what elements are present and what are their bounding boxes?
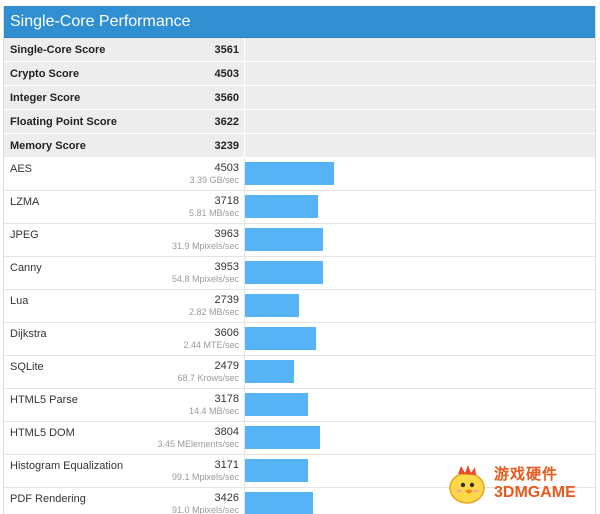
benchmark-score: 3804 (214, 426, 239, 438)
benchmark-score: 3171 (214, 459, 239, 471)
benchmark-bar (245, 426, 320, 449)
benchmark-score: 2739 (214, 294, 239, 306)
benchmark-rate: 14.4 MB/sec (188, 406, 239, 416)
chick-mascot-icon (444, 461, 490, 507)
summary-row: Crypto Score 4503 (4, 62, 595, 86)
benchmark-row-lua: Lua 2739 2.82 MB/sec (4, 290, 595, 323)
benchmark-name: LZMA (10, 196, 40, 208)
benchmark-bar (245, 360, 294, 383)
summary-table: Single-Core Score 3561 Crypto Score 4503… (4, 38, 595, 158)
summary-label: Crypto Score (10, 68, 80, 80)
panel-title: Single-Core Performance (10, 12, 191, 30)
benchmark-divider (244, 488, 245, 514)
benchmark-score: 2479 (214, 360, 239, 372)
benchmark-divider (244, 323, 245, 355)
benchmark-divider (244, 455, 245, 487)
benchmark-rate: 3.45 MElements/sec (157, 439, 239, 449)
benchmark-score: 3606 (214, 327, 239, 339)
benchmark-bar (245, 162, 334, 185)
benchmark-row-pdf-rendering: PDF Rendering 3426 91.0 Mpixels/sec (4, 488, 595, 514)
benchmark-row-html5-parse: HTML5 Parse 3178 14.4 MB/sec (4, 389, 595, 422)
benchmark-bar (245, 459, 308, 482)
benchmark-rate: 2.82 MB/sec (188, 307, 239, 317)
benchmark-rate: 99.1 Mpixels/sec (171, 472, 239, 482)
benchmark-row-aes: AES 4503 3.39 GB/sec (4, 158, 595, 191)
summary-score: 3560 (214, 92, 239, 104)
summary-label: Floating Point Score (10, 116, 117, 128)
benchmark-divider (244, 356, 245, 388)
summary-label: Single-Core Score (10, 44, 106, 56)
benchmark-score: 3953 (214, 261, 239, 273)
benchmark-name: PDF Rendering (10, 493, 86, 505)
benchmark-rate: 31.9 Mpixels/sec (171, 241, 239, 251)
benchmark-bar (245, 195, 318, 218)
benchmark-name: SQLite (10, 361, 44, 373)
benchmark-rate: 5.81 MB/sec (188, 208, 239, 218)
benchmark-score: 3963 (214, 228, 239, 240)
benchmark-score: 4503 (214, 162, 239, 174)
single-core-panel: Single-Core Performance Single-Core Scor… (3, 6, 596, 514)
benchmark-row-lzma: LZMA 3718 5.81 MB/sec (4, 191, 595, 224)
benchmark-row-html5-dom: HTML5 DOM 3804 3.45 MElements/sec (4, 422, 595, 455)
summary-divider (244, 86, 245, 109)
benchmark-score: 3426 (214, 492, 239, 504)
panel-header: Single-Core Performance (4, 6, 595, 38)
summary-divider (244, 38, 245, 61)
summary-label: Integer Score (10, 92, 81, 104)
benchmark-row-canny: Canny 3953 54.8 Mpixels/sec (4, 257, 595, 290)
benchmark-divider (244, 290, 245, 322)
watermark-logo: 游戏硬件 3DMGAME (444, 460, 594, 508)
benchmark-divider (244, 191, 245, 223)
benchmark-bar (245, 393, 308, 416)
summary-label: Memory Score (10, 140, 86, 152)
summary-row: Memory Score 3239 (4, 134, 595, 158)
benchmark-bar (245, 294, 299, 317)
summary-row: Single-Core Score 3561 (4, 38, 595, 62)
benchmark-name: Canny (10, 262, 42, 274)
summary-score: 3622 (214, 116, 239, 128)
benchmark-name: JPEG (10, 229, 39, 241)
watermark-en: 3DMGAME (494, 484, 576, 501)
benchmark-divider (244, 158, 245, 190)
benchmark-score: 3718 (214, 195, 239, 207)
benchmark-rate: 91.0 Mpixels/sec (171, 505, 239, 514)
summary-row: Floating Point Score 3622 (4, 110, 595, 134)
benchmark-divider (244, 257, 245, 289)
benchmark-divider (244, 389, 245, 421)
benchmark-row-jpeg: JPEG 3963 31.9 Mpixels/sec (4, 224, 595, 257)
summary-score: 3561 (214, 44, 239, 56)
summary-divider (244, 134, 245, 157)
benchmark-name: HTML5 DOM (10, 427, 75, 439)
summary-row: Integer Score 3560 (4, 86, 595, 110)
summary-score: 4503 (214, 68, 239, 80)
benchmark-bar (245, 492, 313, 514)
benchmark-name: Lua (10, 295, 29, 307)
benchmark-name: AES (10, 163, 33, 175)
benchmark-score: 3178 (214, 393, 239, 405)
benchmark-bar (245, 228, 323, 251)
benchmark-rate: 2.44 MTE/sec (183, 340, 239, 350)
benchmark-rate: 68.7 Krows/sec (177, 373, 239, 383)
benchmark-name: Dijkstra (10, 328, 47, 340)
watermark-text: 游戏硬件 3DMGAME (494, 467, 576, 501)
benchmark-rate: 3.39 GB/sec (189, 175, 239, 185)
benchmark-name: HTML5 Parse (10, 394, 78, 406)
benchmark-name: Histogram Equalization (10, 460, 124, 472)
watermark-cn: 游戏硬件 (494, 466, 559, 483)
benchmark-row-sqlite: SQLite 2479 68.7 Krows/sec (4, 356, 595, 389)
summary-divider (244, 62, 245, 85)
benchmark-table: AES 4503 3.39 GB/sec LZMA 3718 5.81 MB/s… (4, 158, 595, 514)
benchmark-rate: 54.8 Mpixels/sec (171, 274, 239, 284)
benchmark-row-dijkstra: Dijkstra 3606 2.44 MTE/sec (4, 323, 595, 356)
benchmark-bar (245, 261, 323, 284)
summary-divider (244, 110, 245, 133)
summary-score: 3239 (214, 140, 239, 152)
benchmark-row-histogram-equalization: Histogram Equalization 3171 99.1 Mpixels… (4, 455, 595, 488)
benchmark-divider (244, 422, 245, 454)
benchmark-bar (245, 327, 316, 350)
benchmark-divider (244, 224, 245, 256)
